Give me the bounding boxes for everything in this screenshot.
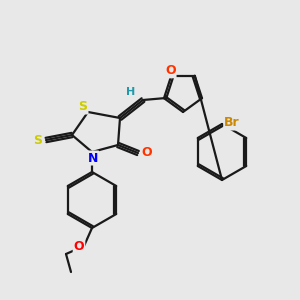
Text: H: H (126, 87, 136, 97)
Text: N: N (88, 152, 98, 164)
Text: O: O (165, 64, 175, 77)
Text: O: O (74, 239, 84, 253)
Text: S: S (79, 100, 88, 113)
Text: Br: Br (224, 116, 240, 130)
Text: S: S (34, 134, 43, 146)
Text: O: O (142, 146, 152, 160)
